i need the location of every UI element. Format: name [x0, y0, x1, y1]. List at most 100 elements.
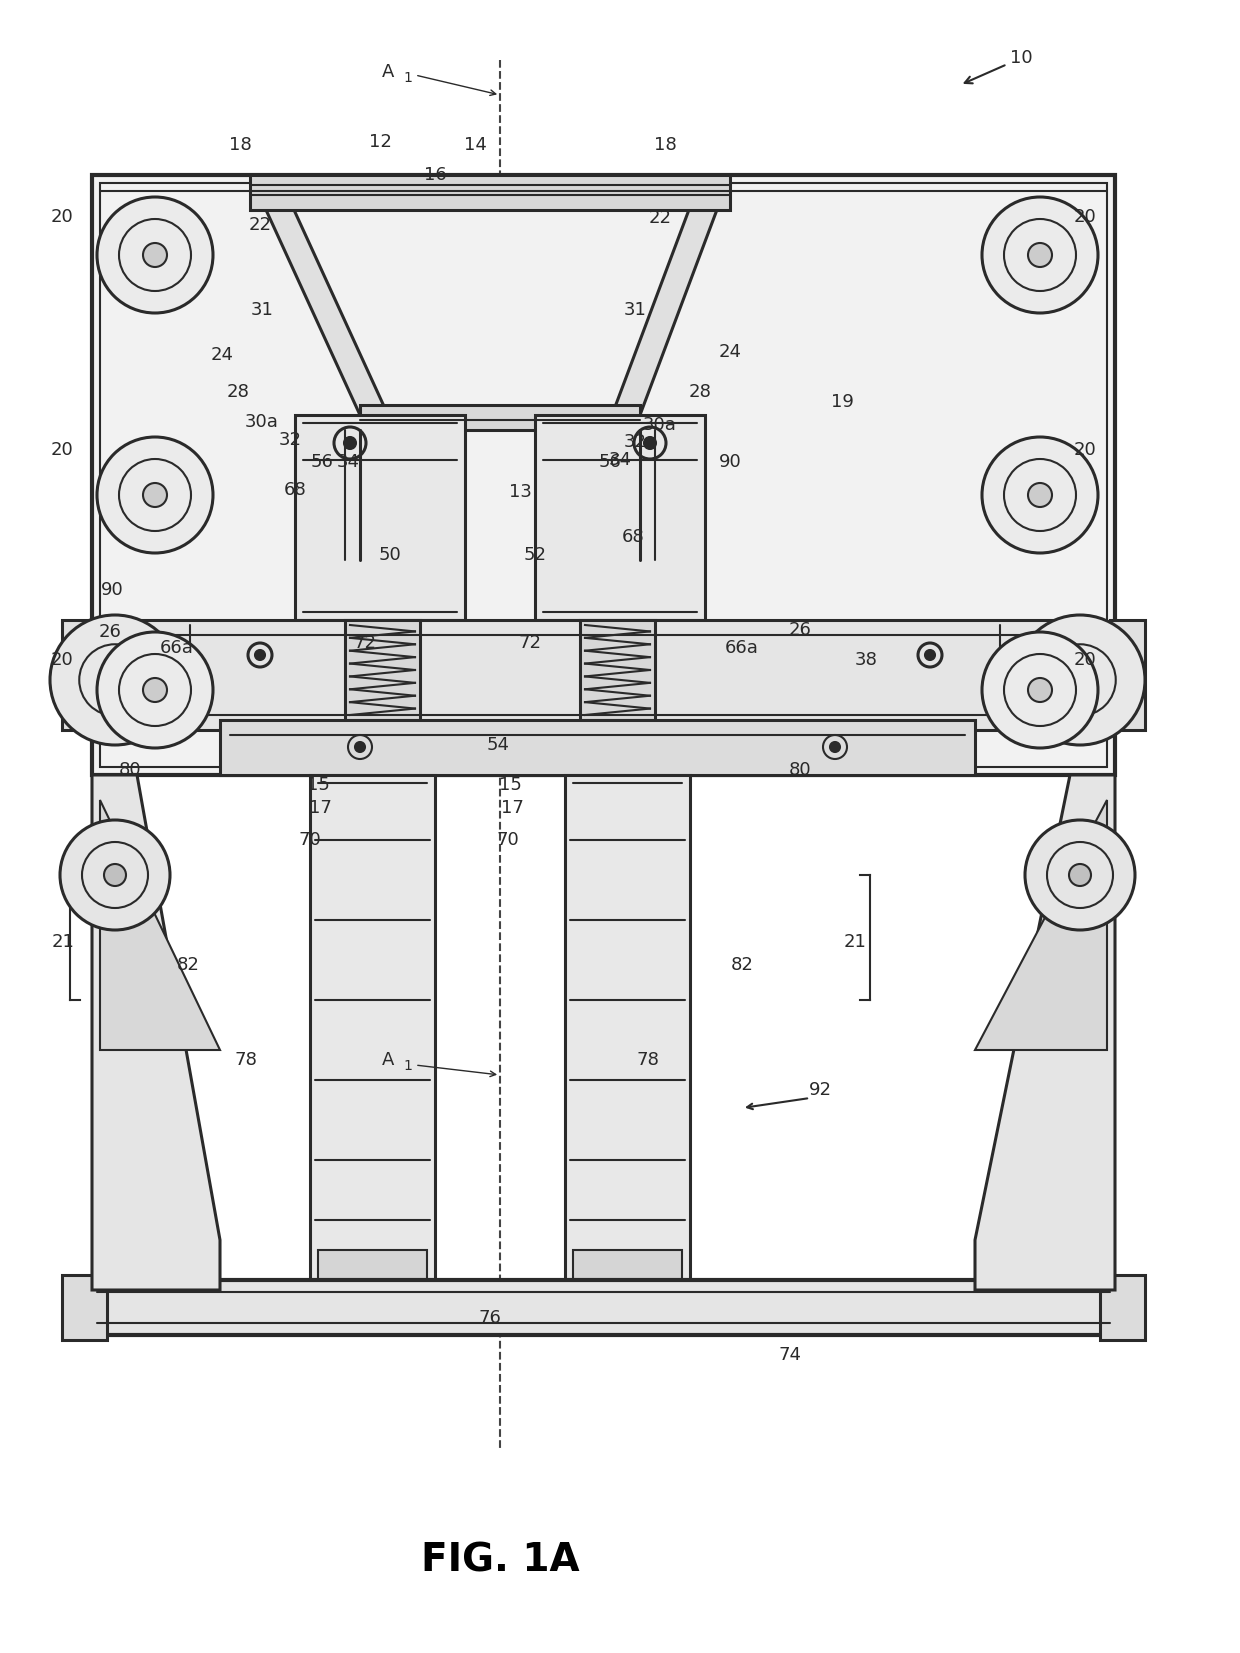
Text: 13: 13 [508, 483, 532, 501]
Text: 82: 82 [730, 955, 754, 974]
Text: 80: 80 [789, 760, 811, 779]
Text: 22: 22 [248, 217, 272, 235]
Circle shape [1016, 615, 1145, 746]
Text: 66a: 66a [160, 640, 193, 656]
Polygon shape [975, 800, 1107, 1050]
Bar [310, 775, 435, 1279]
Text: 30a: 30a [644, 417, 677, 435]
Text: 82: 82 [176, 955, 200, 974]
Circle shape [60, 820, 170, 931]
Circle shape [143, 678, 167, 703]
Circle shape [97, 197, 213, 312]
Text: 17: 17 [309, 798, 331, 817]
Text: 70: 70 [497, 831, 520, 850]
Bar [580, 620, 655, 721]
Text: 68: 68 [284, 481, 306, 499]
Text: 31: 31 [250, 301, 274, 319]
Bar [1100, 1274, 1145, 1341]
Text: 22: 22 [649, 208, 672, 226]
Text: 90: 90 [719, 453, 742, 471]
Text: 31: 31 [624, 301, 646, 319]
Text: 70: 70 [299, 831, 321, 850]
Bar [62, 620, 97, 731]
Circle shape [1028, 483, 1052, 507]
Text: 38: 38 [854, 651, 878, 669]
Text: 32: 32 [624, 433, 646, 451]
Bar [219, 721, 975, 775]
Circle shape [97, 631, 213, 749]
Bar [295, 415, 465, 620]
Text: 21: 21 [52, 932, 74, 950]
Text: 54: 54 [486, 736, 510, 754]
Text: 28: 28 [227, 383, 249, 402]
Circle shape [644, 436, 656, 450]
Circle shape [343, 436, 356, 450]
Circle shape [1028, 678, 1052, 703]
Text: 1: 1 [403, 71, 413, 84]
Text: 34: 34 [609, 451, 631, 469]
Text: 76: 76 [479, 1309, 501, 1327]
Circle shape [143, 483, 167, 507]
Text: 20: 20 [51, 441, 73, 460]
Text: 10: 10 [965, 50, 1033, 83]
Circle shape [830, 742, 839, 752]
Circle shape [104, 865, 126, 886]
Text: 32: 32 [279, 431, 301, 450]
Text: 14: 14 [464, 136, 486, 154]
Bar [345, 620, 420, 721]
Circle shape [97, 436, 213, 554]
Text: 12: 12 [368, 132, 392, 150]
Text: 66a: 66a [725, 640, 759, 656]
Circle shape [982, 631, 1097, 749]
Circle shape [1025, 820, 1135, 931]
Polygon shape [100, 800, 219, 1050]
Text: 24: 24 [718, 344, 742, 360]
Bar [250, 175, 730, 210]
Bar [573, 1250, 682, 1279]
Bar [317, 1250, 427, 1279]
Text: 21: 21 [843, 932, 867, 950]
Text: 80: 80 [119, 760, 141, 779]
Bar [360, 405, 640, 430]
Circle shape [1069, 668, 1091, 691]
Text: 18: 18 [228, 136, 252, 154]
Text: 16: 16 [424, 165, 446, 183]
Polygon shape [92, 775, 219, 1289]
Text: 24: 24 [211, 345, 233, 364]
Text: 18: 18 [653, 136, 676, 154]
Circle shape [103, 668, 126, 691]
Circle shape [143, 243, 167, 268]
Text: FIG. 1A: FIG. 1A [420, 1541, 579, 1579]
Text: 15: 15 [306, 775, 330, 793]
Text: 72: 72 [518, 635, 542, 651]
Polygon shape [613, 175, 730, 415]
Text: 78: 78 [636, 1051, 660, 1069]
Text: A: A [382, 63, 394, 81]
Text: 78: 78 [234, 1051, 258, 1069]
Text: 26: 26 [98, 623, 122, 641]
Text: 20: 20 [51, 651, 73, 669]
Bar [1110, 620, 1145, 731]
Text: 92: 92 [808, 1081, 832, 1099]
Text: 56: 56 [599, 453, 621, 471]
Circle shape [255, 650, 265, 660]
Circle shape [1028, 243, 1052, 268]
Text: 90: 90 [100, 580, 123, 598]
Text: 30a: 30a [246, 413, 279, 431]
Bar [100, 183, 1107, 767]
Text: 74: 74 [779, 1346, 801, 1364]
Circle shape [50, 615, 180, 746]
Circle shape [982, 197, 1097, 312]
Text: 20: 20 [1074, 441, 1096, 460]
Text: 20: 20 [1074, 208, 1096, 226]
Text: 20: 20 [51, 208, 73, 226]
Text: 56: 56 [310, 453, 334, 471]
Text: A: A [382, 1051, 394, 1069]
Text: 52: 52 [523, 545, 547, 564]
Circle shape [355, 742, 365, 752]
Text: 72: 72 [353, 635, 377, 651]
Circle shape [982, 436, 1097, 554]
Circle shape [925, 650, 935, 660]
Circle shape [1069, 865, 1091, 886]
Bar [92, 175, 1115, 775]
